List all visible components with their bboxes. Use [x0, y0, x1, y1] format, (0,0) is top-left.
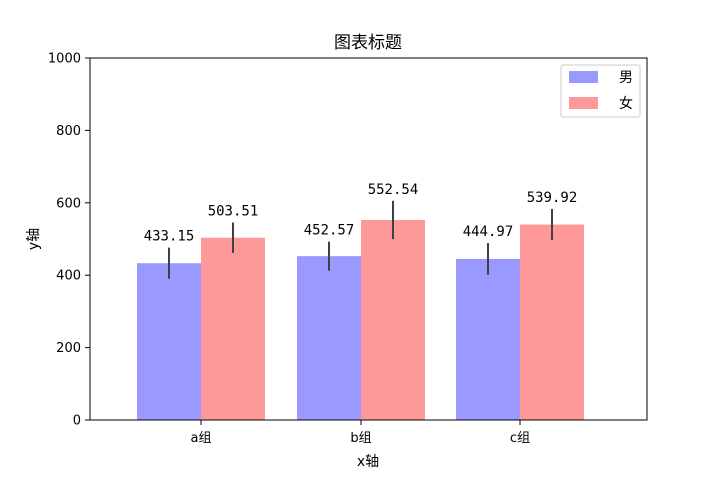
- chart-title: 图表标题: [334, 33, 402, 53]
- bar-female-1: [361, 219, 425, 420]
- y-tick-label-3: 600: [56, 196, 81, 211]
- bar-female-2: [520, 224, 584, 420]
- data-label-male-1: 452.57: [304, 223, 355, 239]
- data-label-male-2: 444.97: [463, 224, 514, 240]
- bar-female-0: [201, 237, 265, 420]
- y-axis-label: y轴: [26, 228, 42, 250]
- y-tick-label-5: 1000: [48, 52, 81, 67]
- legend-swatch-male: [569, 71, 598, 83]
- data-label-female-0: 503.51: [208, 204, 259, 220]
- y-axis: 0 200 400 600 800 1000: [48, 52, 90, 429]
- data-label-female-1: 552.54: [368, 182, 419, 198]
- legend-swatch-female: [569, 97, 598, 109]
- y-tick-label-2: 400: [56, 269, 81, 284]
- legend-label-female: 女: [619, 95, 633, 112]
- data-label-female-2: 539.92: [527, 190, 578, 206]
- y-tick-label-1: 200: [56, 341, 81, 356]
- x-axis: a组 b组 c组: [191, 420, 530, 446]
- data-labels-layer: 433.15 452.57 444.97 503.51 552.54 539.92: [144, 182, 578, 245]
- x-tick-label-0: a组: [191, 431, 212, 446]
- plot-frame: [89, 57, 648, 421]
- bar-male-1: [297, 256, 361, 420]
- legend: 男 女: [560, 64, 641, 118]
- data-label-male-0: 433.15: [144, 229, 195, 245]
- legend-label-male: 男: [619, 70, 633, 86]
- bar-male-2: [456, 258, 520, 420]
- y-tick-label-0: 0: [73, 414, 81, 429]
- error-bars-layer: [168, 200, 553, 279]
- x-axis-label: x轴: [357, 454, 379, 470]
- x-tick-label-2: c组: [510, 431, 530, 446]
- y-tick-label-4: 800: [56, 124, 81, 139]
- bars-layer: [137, 219, 584, 420]
- x-tick-label-1: b组: [350, 431, 371, 446]
- bar-male-0: [137, 263, 201, 420]
